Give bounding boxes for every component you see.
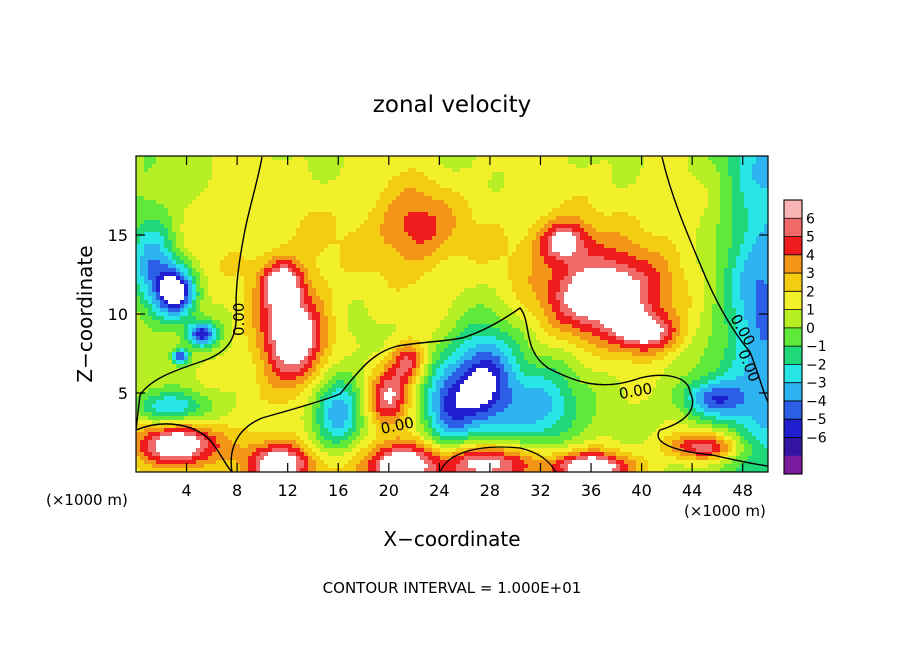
y-axis-ticks: 5 10 15	[108, 226, 768, 403]
zero-contour-center	[230, 307, 768, 472]
contour-label-1: 0.00	[230, 303, 248, 336]
x-tick-label: 48	[733, 481, 753, 500]
x-tick-label: 32	[530, 481, 550, 500]
colorbar-tick-label: 4	[806, 248, 815, 264]
colorbar-swatch	[784, 309, 802, 329]
colorbar-tick-label: 0	[806, 321, 815, 337]
colorbar-swatch	[784, 382, 802, 402]
colorbar-tick-label: −4	[806, 394, 827, 410]
y-axis-label: Z−coordinate	[73, 245, 97, 382]
zero-contour-pocket	[439, 446, 557, 472]
colorbar-swatch	[784, 273, 802, 292]
colorbar-swatch	[784, 218, 802, 237]
colorbar-swatch	[784, 400, 802, 420]
colorbar-swatch	[784, 200, 802, 219]
colorbar-tick-label: 3	[806, 266, 815, 282]
x-tick-label: 44	[682, 481, 702, 500]
colorbar-swatch	[784, 254, 802, 274]
colorbar-tick-label: −6	[806, 430, 827, 446]
colorbar-tick-label: −5	[806, 412, 827, 428]
colorbar-tick-label: 6	[806, 211, 815, 227]
y-tick-label: 15	[108, 226, 128, 245]
colorbar-swatch	[784, 236, 802, 256]
x-tick-label: 36	[581, 481, 601, 500]
x-tick-label: 28	[480, 481, 500, 500]
x-axis-ticks: 4 8 12 16 20 24 28 32 36 40 44 48	[181, 156, 753, 500]
x-unit-left: (×1000 m)	[46, 491, 128, 509]
colorbar: 6 5 4 3 2 1 0 −1 −2 −3 −4 −5 −6	[783, 199, 827, 475]
colorbar-swatch	[784, 419, 802, 438]
x-tick-label: 24	[429, 481, 449, 500]
zero-contour-right	[661, 156, 768, 403]
colorbar-swatch	[784, 364, 802, 383]
heatmap-field	[136, 156, 768, 472]
contour-interval-note: CONTOUR INTERVAL = 1.000E+01	[323, 579, 582, 597]
x-axis-label: X−coordinate	[383, 527, 520, 551]
chart-title: zonal velocity	[373, 92, 531, 118]
colorbar-swatch	[784, 291, 802, 310]
colorbar-swatch	[784, 437, 802, 457]
zero-contours	[136, 156, 768, 472]
colorbar-tick-label: −2	[806, 357, 827, 373]
y-tick-label: 10	[108, 305, 128, 324]
y-tick-label: 5	[118, 384, 128, 403]
x-tick-label: 4	[181, 481, 191, 500]
colorbar-tick-label: −1	[806, 339, 827, 355]
colorbar-tick-label: 1	[806, 303, 815, 319]
contour-label-3: 0.00	[618, 379, 654, 403]
colorbar-swatch	[784, 455, 802, 475]
colorbar-tick-label: −3	[806, 376, 827, 392]
colorbar-frame	[783, 199, 803, 475]
colorbar-tick-label: 5	[806, 230, 815, 246]
x-tick-label: 40	[631, 481, 651, 500]
x-tick-label: 20	[379, 481, 399, 500]
x-tick-label: 8	[232, 481, 242, 500]
colorbar-tick-label: 2	[806, 284, 815, 300]
zero-contour-left	[136, 156, 263, 431]
x-tick-label: 16	[328, 481, 348, 500]
colorbar-swatch	[784, 346, 802, 365]
x-unit-right: (×1000 m)	[684, 502, 766, 520]
colorbar-swatch	[784, 327, 802, 347]
zero-contour-lower-left	[136, 423, 233, 472]
x-tick-label: 12	[278, 481, 298, 500]
